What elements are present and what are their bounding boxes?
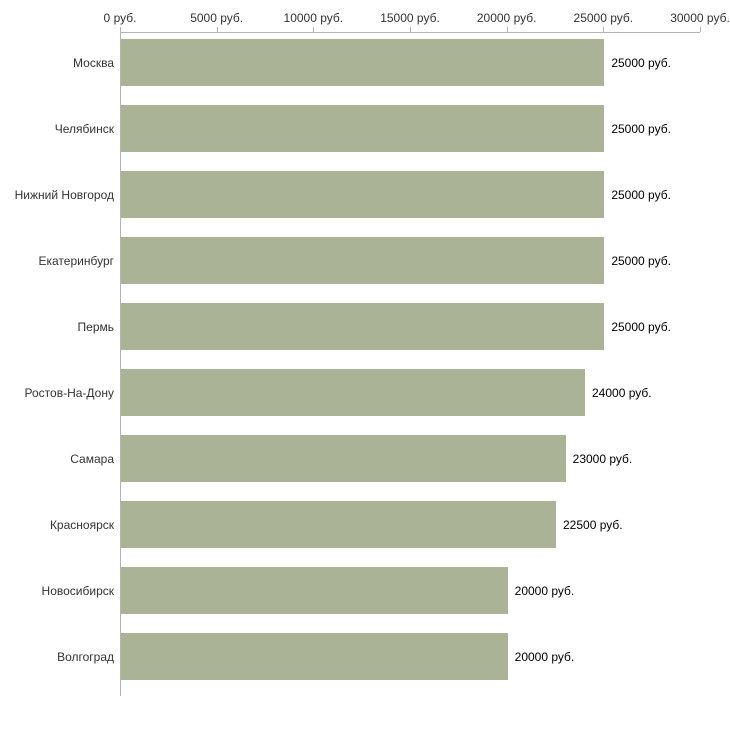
x-axis-line [120,32,700,33]
x-axis-tick [216,27,218,32]
x-axis-tick-label: 5000 руб. [190,11,244,25]
bar-Новосибирск [121,567,508,614]
value-label: 25000 руб. [611,319,671,334]
bar-Ростов-На-Дону [121,369,585,416]
category-label: Екатеринбург [38,253,115,268]
x-axis-tick-label: 10000 руб. [283,11,344,25]
bar-Красноярск [121,501,556,548]
x-axis-tick-label: 30000 руб. [670,11,730,25]
category-label: Самара [70,451,114,466]
value-label: 22500 руб. [563,517,623,532]
category-label: Новосибирск [41,583,114,598]
value-label: 25000 руб. [611,121,671,136]
value-label: 23000 руб. [572,451,633,466]
value-label: 20000 руб. [514,649,575,664]
value-label: 20000 руб. [514,583,575,598]
x-axis-tick-label: 20000 руб. [476,11,537,25]
x-axis-tick [410,27,411,32]
x-axis-tick [603,27,605,32]
category-label: Красноярск [49,517,114,532]
x-axis-tick [700,27,701,32]
x-axis-tick-label: 0 руб. [103,11,137,25]
bar-Нижний Новгород [121,171,605,218]
x-axis-tick-label: 15000 руб. [380,11,440,25]
category-label: Волгоград [57,649,114,664]
bar-Самара [121,435,566,482]
bar-Москва [121,39,605,86]
category-label: Пермь [77,319,114,334]
value-label: 24000 руб. [592,385,652,400]
value-label: 25000 руб. [611,187,671,202]
bar-Пермь [121,303,605,350]
x-axis-tick [120,27,121,32]
category-label: Челябинск [54,121,114,136]
bar-Екатеринбург [121,237,605,284]
bar-Челябинск [121,105,605,152]
x-axis-tick-label: 25000 руб. [573,11,634,25]
x-axis-tick [506,27,508,32]
bar-Волгоград [121,633,508,680]
y-axis-line [120,32,121,696]
x-axis-tick [313,27,315,32]
category-label: Нижний Новгород [14,187,114,202]
value-label: 25000 руб. [611,253,671,268]
category-label: Москва [73,55,114,70]
category-label: Ростов-На-Дону [24,385,114,400]
value-label: 25000 руб. [611,55,671,70]
